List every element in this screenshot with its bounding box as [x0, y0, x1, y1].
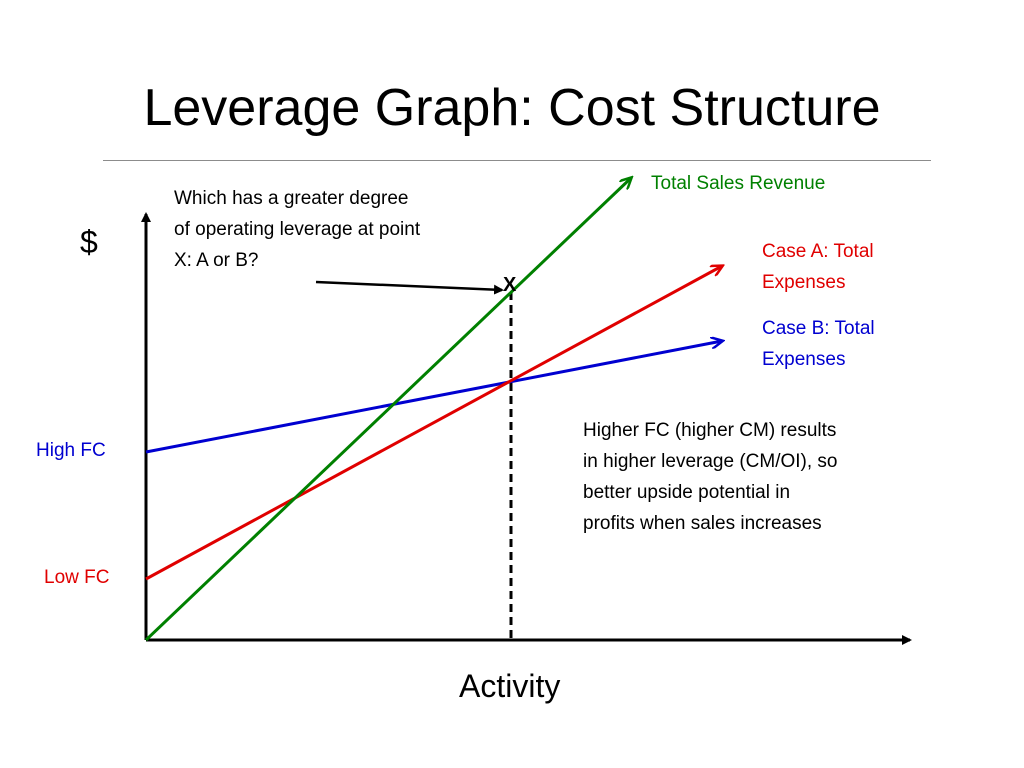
high-fc-label: High FC [36, 440, 106, 461]
y-axis-label: $ [80, 224, 98, 260]
case-a-expense-line [145, 266, 722, 581]
total-sales-revenue-line [144, 178, 631, 642]
case-b-expense-line [145, 341, 722, 454]
case-a-label: Case A: Total Expenses [762, 241, 874, 293]
slide-title: Leverage Graph: Cost Structure [143, 79, 881, 137]
total-sales-revenue-label: Total Sales Revenue [651, 173, 826, 194]
question-annotation: Which has a greater degree of operating … [174, 188, 421, 271]
title-divider [103, 160, 931, 161]
x-axis-label: Activity [459, 668, 561, 704]
point-x-marker: X [503, 274, 517, 296]
case-b-label: Case B: Total Expenses [762, 318, 875, 370]
explanation-annotation: Higher FC (higher CM) results in higher … [583, 420, 838, 534]
question-pointer-arrow [315, 280, 504, 295]
low-fc-label: Low FC [44, 567, 110, 588]
